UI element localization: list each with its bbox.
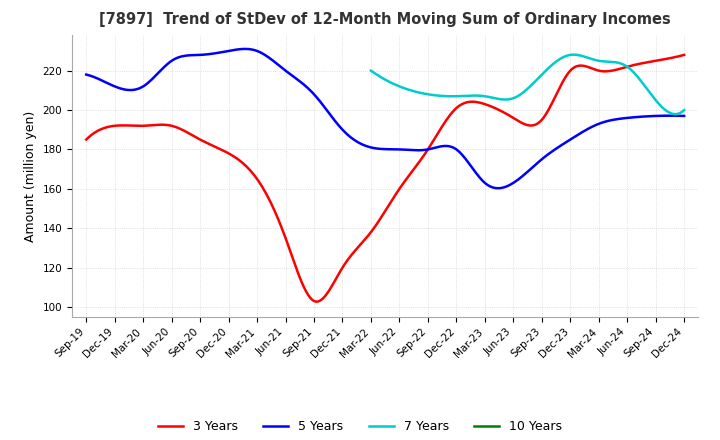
3 Years: [450, 107, 459, 113]
7 Years: [552, 59, 561, 64]
5 Years: [628, 115, 636, 120]
7 Years: [366, 68, 375, 73]
3 Years: [84, 135, 93, 140]
3 Years: [82, 137, 91, 142]
7 Years: [652, 98, 660, 103]
3 Years: [680, 52, 688, 58]
5 Years: [450, 145, 459, 150]
5 Years: [84, 73, 93, 78]
7 Years: [558, 55, 567, 60]
7 Years: [569, 52, 577, 57]
Line: 5 Years: 5 Years: [86, 49, 684, 188]
7 Years: [368, 69, 377, 74]
5 Years: [440, 143, 449, 149]
Y-axis label: Amount (million yen): Amount (million yen): [24, 110, 37, 242]
3 Years: [588, 66, 596, 71]
7 Years: [553, 58, 562, 63]
5 Years: [494, 186, 503, 191]
5 Years: [438, 143, 446, 149]
Title: [7897]  Trend of StDev of 12-Month Moving Sum of Ordinary Incomes: [7897] Trend of StDev of 12-Month Moving…: [99, 12, 671, 27]
Line: 7 Years: 7 Years: [371, 55, 684, 114]
Line: 3 Years: 3 Years: [86, 55, 684, 302]
3 Years: [312, 299, 320, 304]
5 Years: [82, 72, 91, 77]
5 Years: [240, 46, 248, 51]
3 Years: [438, 124, 446, 129]
5 Years: [590, 123, 598, 128]
3 Years: [626, 63, 634, 69]
5 Years: [680, 113, 688, 118]
7 Years: [680, 107, 688, 113]
Legend: 3 Years, 5 Years, 7 Years, 10 Years: 3 Years, 5 Years, 7 Years, 10 Years: [153, 415, 567, 438]
3 Years: [440, 121, 449, 126]
7 Years: [631, 72, 640, 77]
7 Years: [672, 111, 680, 117]
